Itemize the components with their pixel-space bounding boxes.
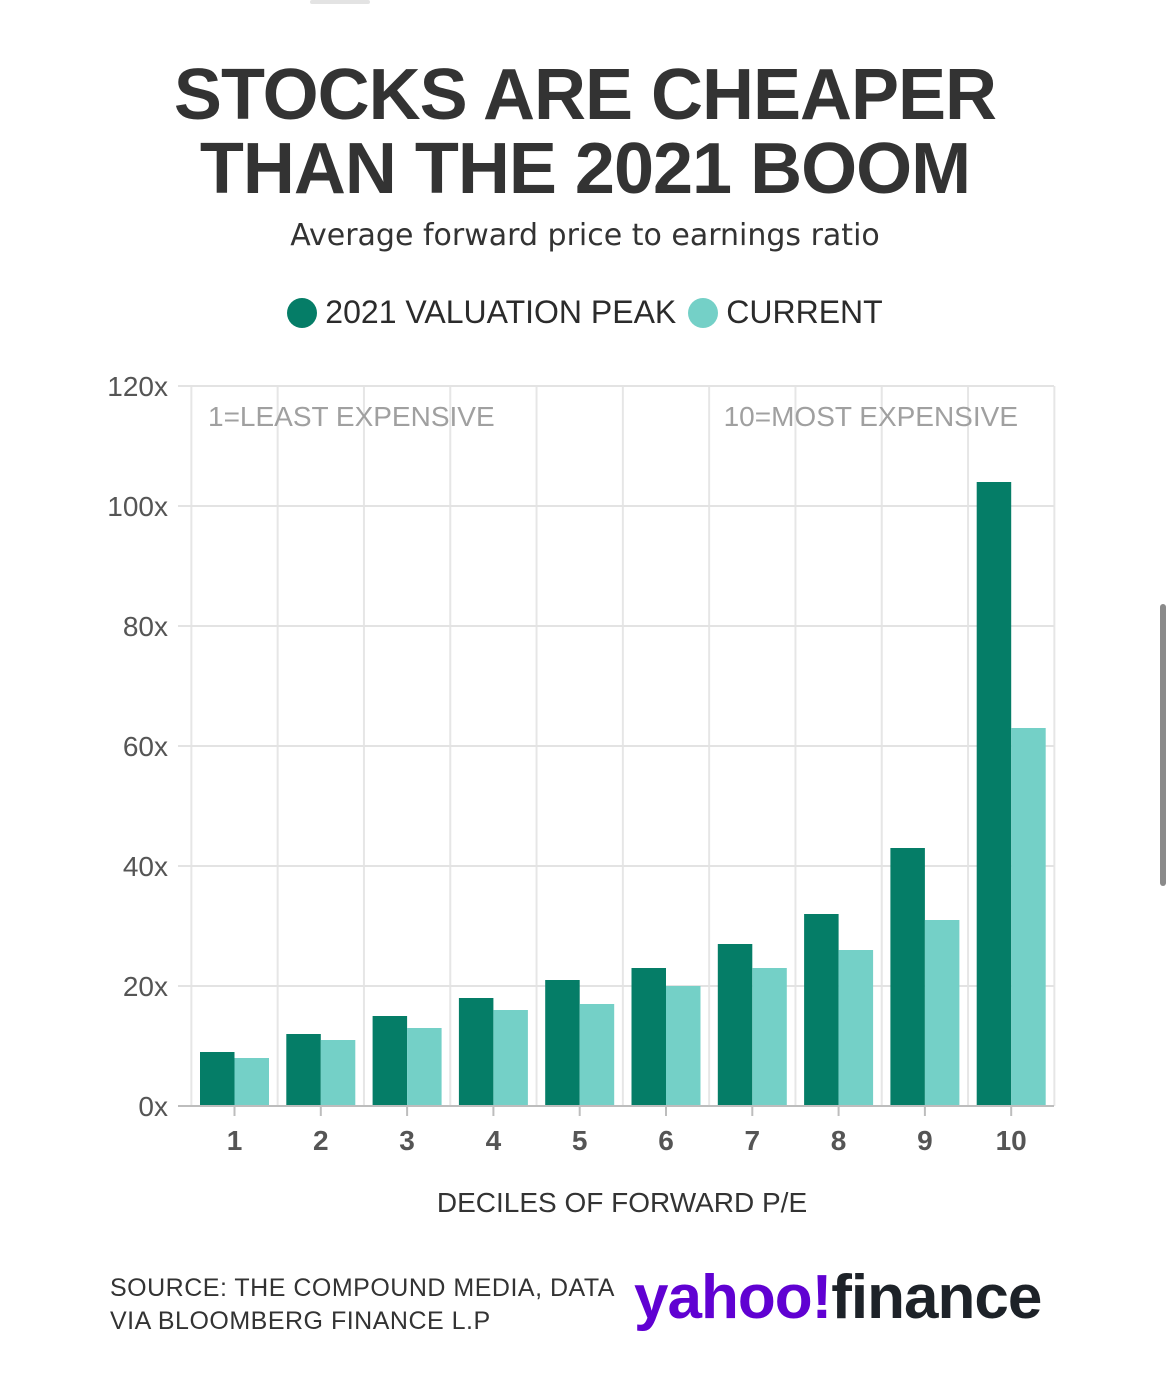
bar-2021-peak bbox=[717, 944, 753, 1106]
x-tick-label: 10 bbox=[996, 1125, 1027, 1156]
y-tick-label: 100x bbox=[107, 491, 168, 522]
legend-swatch-peak bbox=[287, 297, 318, 328]
bar-current bbox=[1011, 728, 1046, 1106]
source-note: SOURCE: THE COMPOUND MEDIA, DATA VIA BLO… bbox=[110, 1272, 615, 1338]
bar-2021-peak bbox=[458, 998, 494, 1106]
logo-yahoo-text: yahoo! bbox=[634, 1263, 832, 1332]
bar-2021-peak bbox=[890, 848, 925, 1106]
logo-finance-text: finance bbox=[831, 1263, 1042, 1332]
bar-current bbox=[493, 1010, 528, 1106]
bar-2021-peak bbox=[976, 482, 1012, 1106]
bar-current bbox=[838, 950, 874, 1106]
legend-item-current: CURRENT bbox=[688, 294, 883, 331]
x-tick-label: 2 bbox=[313, 1125, 329, 1156]
bar-current bbox=[320, 1040, 356, 1106]
bar-2021-peak bbox=[372, 1016, 408, 1106]
legend-item-peak: 2021 VALUATION PEAK bbox=[287, 294, 676, 331]
bar-2021-peak bbox=[200, 1052, 235, 1106]
bar-2021-peak bbox=[631, 968, 666, 1106]
legend-label-peak: 2021 VALUATION PEAK bbox=[325, 294, 677, 330]
chart-title: STOCKS ARE CHEAPER THAN THE 2021 BOOM bbox=[0, 58, 1170, 206]
legend-swatch-current bbox=[688, 297, 719, 328]
scrollbar[interactable] bbox=[1160, 604, 1166, 886]
chart-subtitle: Average forward price to earnings ratio bbox=[290, 218, 880, 253]
x-tick-label: 8 bbox=[831, 1125, 847, 1156]
annotation-least-expensive: 1=LEAST EXPENSIVE bbox=[208, 401, 495, 432]
y-tick-label: 0x bbox=[138, 1091, 168, 1122]
bar-current bbox=[752, 968, 787, 1106]
bar-2021-peak bbox=[804, 914, 839, 1106]
x-tick-label: 6 bbox=[658, 1125, 674, 1156]
annotation-most-expensive: 10=MOST EXPENSIVE bbox=[724, 401, 1018, 432]
y-tick-label: 20x bbox=[123, 971, 168, 1002]
bar-current bbox=[579, 1004, 615, 1106]
y-tick-label: 40x bbox=[123, 851, 168, 882]
x-tick-label: 7 bbox=[745, 1125, 761, 1156]
x-tick-label: 4 bbox=[486, 1125, 502, 1156]
source-line-2: VIA BLOOMBERG FINANCE L.P bbox=[110, 1307, 491, 1335]
bar-current bbox=[407, 1028, 442, 1106]
chart-title-line-1: STOCKS ARE CHEAPER bbox=[173, 55, 997, 135]
y-tick-label: 80x bbox=[123, 611, 168, 642]
bar-current bbox=[924, 920, 960, 1106]
x-axis-label: DECILES OF FORWARD P/E bbox=[437, 1187, 807, 1218]
y-tick-label: 60x bbox=[123, 731, 168, 762]
legend-label-current: CURRENT bbox=[726, 294, 883, 330]
top-edge-sliver bbox=[310, 0, 370, 4]
x-tick-label: 3 bbox=[399, 1125, 415, 1156]
bar-chart: 0x 20x 40x 60x 80x 100x 120x 1=LEAST EXPENSIVE 1… bbox=[107, 371, 1056, 1218]
source-line-1: SOURCE: THE COMPOUND MEDIA, DATA bbox=[110, 1274, 615, 1302]
bar-2021-peak bbox=[286, 1034, 321, 1106]
legend: 2021 VALUATION PEAK CURRENT bbox=[0, 294, 1170, 331]
bar-2021-peak bbox=[545, 980, 580, 1106]
bar-current bbox=[666, 986, 701, 1106]
chart-title-line-2: THAN THE 2021 BOOM bbox=[199, 129, 971, 209]
yahoo-finance-logo: yahoo!finance bbox=[634, 1262, 1042, 1333]
y-tick-label: 120x bbox=[107, 371, 168, 402]
bar-current bbox=[234, 1058, 269, 1106]
x-tick-label: 9 bbox=[917, 1125, 933, 1156]
x-tick-label: 5 bbox=[572, 1125, 588, 1156]
x-tick-label: 1 bbox=[227, 1125, 243, 1156]
